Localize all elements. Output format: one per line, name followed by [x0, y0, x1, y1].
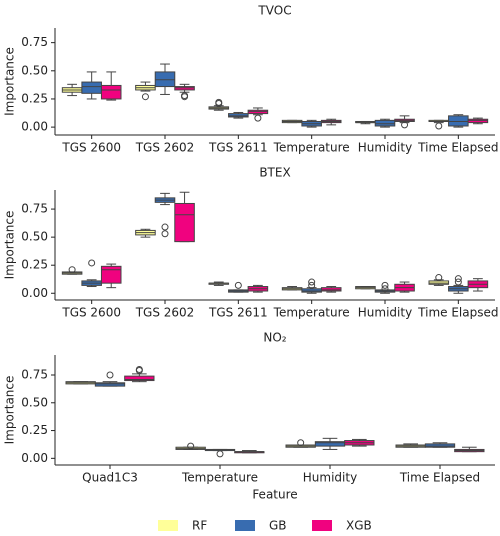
x-tick-label: Temperature [273, 306, 350, 320]
box [320, 287, 342, 292]
x-tick-label: TGS 2600 [61, 141, 121, 155]
flier [234, 281, 242, 289]
legend-label: GB [269, 519, 287, 533]
box [154, 71, 176, 88]
box [428, 280, 450, 285]
legend-swatch [312, 520, 332, 531]
flier [88, 259, 96, 267]
y-axis-label: Importance [3, 47, 17, 116]
box [448, 115, 469, 127]
legend-label: XGB [346, 519, 372, 533]
x-tick-label: TGS 2600 [61, 306, 121, 320]
box [374, 119, 396, 127]
box [124, 375, 155, 382]
box [174, 86, 195, 91]
flier [187, 442, 195, 450]
y-tick-label: 0.00 [21, 286, 48, 300]
chart-title: NO₂ [263, 331, 286, 345]
flier [254, 114, 262, 122]
flier [216, 450, 224, 458]
flier [141, 93, 149, 101]
flier [435, 122, 443, 130]
x-tick-label: Time Elapsed [417, 306, 498, 320]
x-tick-label: Temperature [181, 471, 258, 485]
box [424, 443, 456, 448]
flier [401, 121, 409, 129]
box [301, 288, 322, 293]
y-axis-label: Importance [3, 376, 17, 445]
flier [308, 281, 316, 289]
legend-label: RF [192, 519, 207, 533]
flier [454, 278, 462, 286]
chart-title: BTEX [259, 166, 290, 180]
y-tick-label: 0.75 [21, 35, 48, 49]
flier [297, 439, 305, 447]
x-tick-label: Quad1C3 [82, 471, 138, 485]
box [467, 118, 489, 124]
box [247, 109, 269, 115]
x-tick-label: Humidity [358, 141, 412, 155]
box [100, 265, 122, 284]
y-tick-label: 0.25 [21, 91, 48, 105]
box [81, 81, 102, 94]
legend-swatch [158, 520, 178, 531]
flier [381, 285, 389, 293]
flier [454, 275, 462, 283]
flier [435, 274, 443, 282]
flier [161, 223, 169, 231]
y-tick-label: 0.00 [21, 451, 48, 465]
x-tick-label: Time Elapsed [399, 471, 480, 485]
flier [106, 371, 114, 379]
flier [161, 230, 169, 238]
x-axis-label: Feature [252, 488, 297, 502]
x-tick-label: TGS 2602 [135, 141, 195, 155]
box [94, 382, 126, 387]
chart-title: TVOC [257, 4, 291, 18]
box [174, 202, 195, 243]
y-tick-label: 0.50 [21, 395, 48, 409]
y-tick-label: 0.00 [21, 120, 48, 134]
x-tick-label: TGS 2611 [208, 141, 268, 155]
flier [308, 278, 316, 286]
y-axis-label: Importance [3, 211, 17, 280]
x-tick-label: TGS 2611 [208, 306, 268, 320]
legend-swatch [235, 520, 255, 531]
y-tick-label: 0.25 [21, 258, 48, 272]
x-tick-label: TGS 2602 [135, 306, 195, 320]
x-tick-label: Humidity [303, 471, 357, 485]
x-tick-label: Temperature [273, 141, 350, 155]
box [100, 84, 122, 100]
y-tick-label: 0.75 [21, 368, 48, 382]
flier [135, 365, 143, 373]
box [228, 113, 249, 118]
flier [215, 99, 223, 107]
y-tick-label: 0.75 [21, 202, 48, 216]
y-tick-label: 0.50 [21, 230, 48, 244]
flier [381, 281, 389, 289]
y-tick-label: 0.50 [21, 63, 48, 77]
flier [181, 92, 189, 100]
x-tick-label: Time Elapsed [417, 141, 498, 155]
x-tick-label: Humidity [358, 306, 412, 320]
flier [68, 266, 76, 274]
y-tick-label: 0.25 [21, 423, 48, 437]
